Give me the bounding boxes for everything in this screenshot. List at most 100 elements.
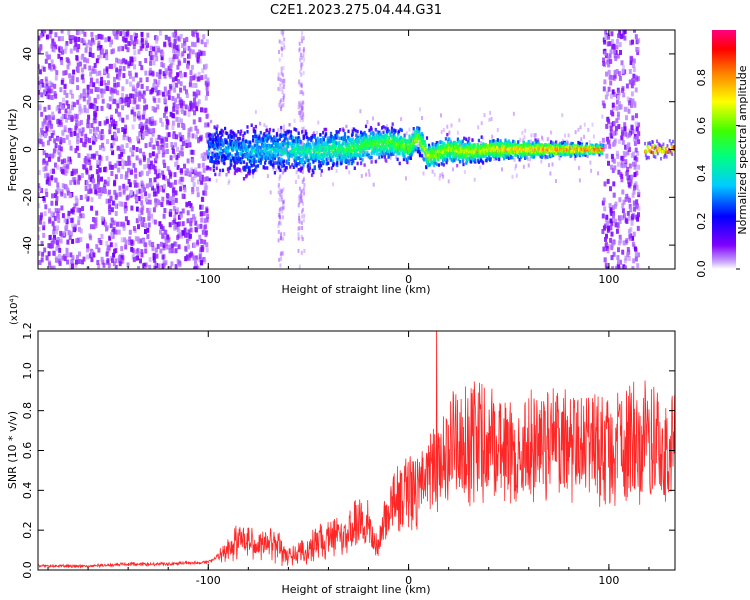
spectrogram-cell xyxy=(240,147,243,152)
spectrogram-cell xyxy=(630,91,634,97)
spectrogram-cell xyxy=(38,192,40,198)
spectrogram-cell xyxy=(371,159,374,164)
spectrogram-cell xyxy=(289,149,293,154)
spectrogram-cell xyxy=(376,147,379,151)
spectrogram-cell xyxy=(393,147,396,152)
spectrogram-cell xyxy=(295,145,298,150)
spectrogram-cell xyxy=(75,117,79,122)
spectrogram-cell xyxy=(144,242,148,248)
spectrogram-cell xyxy=(383,151,386,156)
spectrogram-cell xyxy=(66,58,70,64)
spectrogram-cell xyxy=(169,173,172,179)
spectrogram-cell xyxy=(65,219,69,225)
spectrogram-cell xyxy=(396,128,399,133)
spectrogram-cell xyxy=(324,152,327,156)
spectrogram-cell xyxy=(171,196,175,202)
spectrogram-cell xyxy=(295,164,298,168)
spectrogram-cell xyxy=(351,137,354,142)
spectrogram-cell xyxy=(634,204,638,210)
spectrogram-cell xyxy=(266,146,269,150)
spectrogram-cell xyxy=(282,187,285,192)
spectrogram-cell xyxy=(422,145,425,149)
spectrogram-cell xyxy=(114,264,118,269)
spectrogram-cell xyxy=(214,139,218,143)
spectrogram-cell xyxy=(624,162,628,168)
spectrogram-cell xyxy=(131,84,135,90)
spectrogram-cell xyxy=(302,53,305,58)
spectrogram-cell xyxy=(294,147,297,152)
spectrogram-cell xyxy=(63,125,67,130)
spectrogram-cell xyxy=(115,192,119,198)
spectrogram-cell xyxy=(67,190,70,196)
spectrogram-cell xyxy=(72,69,76,75)
spectrogram-cell xyxy=(335,132,338,136)
spectrogram-cell xyxy=(128,73,132,79)
spectrogram-cell xyxy=(298,156,301,160)
spectrogram-cell xyxy=(137,266,140,269)
spectrogram-cell xyxy=(611,105,615,111)
spectrogram-cell xyxy=(52,229,56,235)
spectrogram-cell xyxy=(325,127,328,132)
spectrogram-cell xyxy=(313,131,316,135)
spectrogram-cell xyxy=(256,142,259,146)
spectrogram-cell xyxy=(174,161,178,167)
spectrogram-cell xyxy=(441,147,444,151)
spectrogram-cell xyxy=(149,60,153,66)
spectrogram-cell xyxy=(48,153,52,159)
spectrogram-cell xyxy=(455,154,458,158)
spectrogram-cell xyxy=(172,131,176,137)
spectrogram-cell xyxy=(397,146,401,151)
spectrogram-cell xyxy=(457,151,460,155)
spectrogram-cell xyxy=(329,139,332,144)
spectrogram-cell xyxy=(347,152,350,156)
spectrogram-cell xyxy=(233,171,236,176)
spectrogram-cell xyxy=(154,198,158,204)
spectrogram-cell xyxy=(86,243,90,249)
spectrogram-cell xyxy=(619,34,623,40)
spectrogram-cell xyxy=(50,211,54,217)
spectrogram-cell xyxy=(633,185,636,191)
spectrogram-cell xyxy=(132,145,136,151)
spectrogram-cell xyxy=(601,200,605,206)
spectrogram-cell xyxy=(375,133,378,137)
spectrogram-cell xyxy=(196,224,200,230)
spectrogram-cell xyxy=(88,52,92,57)
spectrogram-cell xyxy=(100,80,103,86)
spectrogram-cell xyxy=(364,124,368,129)
spectrogram-cell xyxy=(388,142,391,147)
spectrogram-cell xyxy=(137,49,141,55)
spectrogram-cell xyxy=(145,86,149,91)
spectrogram-cell xyxy=(183,184,186,190)
spectrogram-cell xyxy=(203,218,207,224)
spectrogram-cell xyxy=(189,70,193,75)
spectrogram-cell xyxy=(98,145,102,151)
spectrogram-cell xyxy=(222,138,225,143)
spectrogram-cell xyxy=(166,193,170,199)
spectrogram-cell xyxy=(636,252,640,258)
spectrogram-cell xyxy=(626,133,629,139)
spectrogram-cell xyxy=(144,58,148,63)
spectrogram-cell xyxy=(274,135,277,140)
spectrogram-cell xyxy=(116,90,120,96)
spectrogram-cell xyxy=(463,145,466,150)
spectrogram-cell xyxy=(177,122,181,128)
spectrogram-cell xyxy=(158,90,162,96)
spectrogram-cell xyxy=(98,70,102,76)
spectrogram-cell xyxy=(172,102,176,108)
spectrogram-cell xyxy=(183,110,187,116)
spectrogram-cell xyxy=(153,219,157,225)
spectrogram-cell xyxy=(302,49,305,54)
spectrogram-cell xyxy=(145,183,149,189)
spectrogram-cell xyxy=(143,263,147,269)
spectrogram-cell xyxy=(310,138,313,143)
spectrogram-cell xyxy=(122,135,126,141)
spectrogram-cell xyxy=(80,108,83,114)
spectrogram-cell xyxy=(377,122,380,126)
spectrogram-cell xyxy=(111,119,115,125)
spectrogram-cell xyxy=(54,32,58,38)
spectrogram-cell xyxy=(616,222,620,228)
spectrogram-cell xyxy=(148,142,152,148)
spectrogram-cell xyxy=(57,245,61,251)
spectrogram-cell xyxy=(395,138,398,143)
spectrogram-cell xyxy=(45,152,49,158)
